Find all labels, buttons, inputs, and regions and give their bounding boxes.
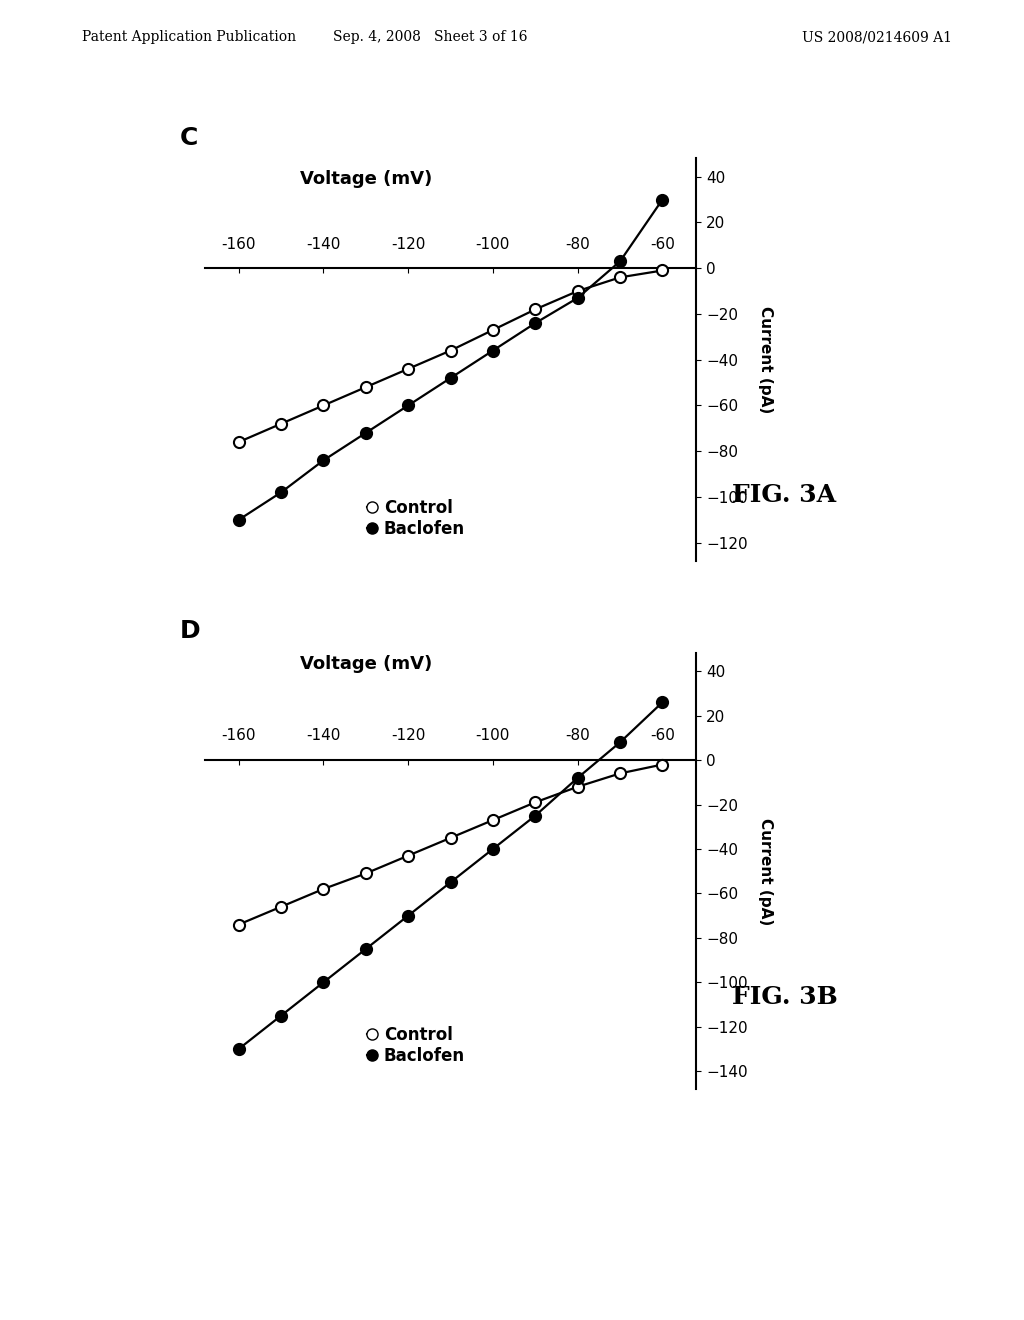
Text: -80: -80 — [565, 727, 590, 743]
Text: -160: -160 — [221, 727, 256, 743]
Text: -140: -140 — [306, 238, 341, 252]
Text: C: C — [180, 127, 199, 150]
Text: FIG. 3B: FIG. 3B — [732, 985, 838, 1008]
Text: -80: -80 — [565, 238, 590, 252]
Text: Voltage (mV): Voltage (mV) — [300, 170, 432, 187]
Text: -120: -120 — [391, 727, 425, 743]
Text: Patent Application Publication: Patent Application Publication — [82, 30, 296, 45]
Text: Voltage (mV): Voltage (mV) — [300, 655, 432, 673]
Legend: Control, Baclofen: Control, Baclofen — [360, 1019, 472, 1072]
Text: US 2008/0214609 A1: US 2008/0214609 A1 — [803, 30, 952, 45]
Text: -120: -120 — [391, 238, 425, 252]
Text: -60: -60 — [650, 727, 675, 743]
Text: -60: -60 — [650, 238, 675, 252]
Text: -140: -140 — [306, 727, 341, 743]
Text: Sep. 4, 2008   Sheet 3 of 16: Sep. 4, 2008 Sheet 3 of 16 — [333, 30, 527, 45]
Text: FIG. 3A: FIG. 3A — [732, 483, 837, 507]
Y-axis label: Current (pA): Current (pA) — [758, 306, 773, 413]
Text: -100: -100 — [476, 727, 510, 743]
Text: D: D — [180, 619, 201, 643]
Text: -160: -160 — [221, 238, 256, 252]
Text: -100: -100 — [476, 238, 510, 252]
Y-axis label: Current (pA): Current (pA) — [758, 817, 773, 925]
Legend: Control, Baclofen: Control, Baclofen — [360, 492, 472, 545]
